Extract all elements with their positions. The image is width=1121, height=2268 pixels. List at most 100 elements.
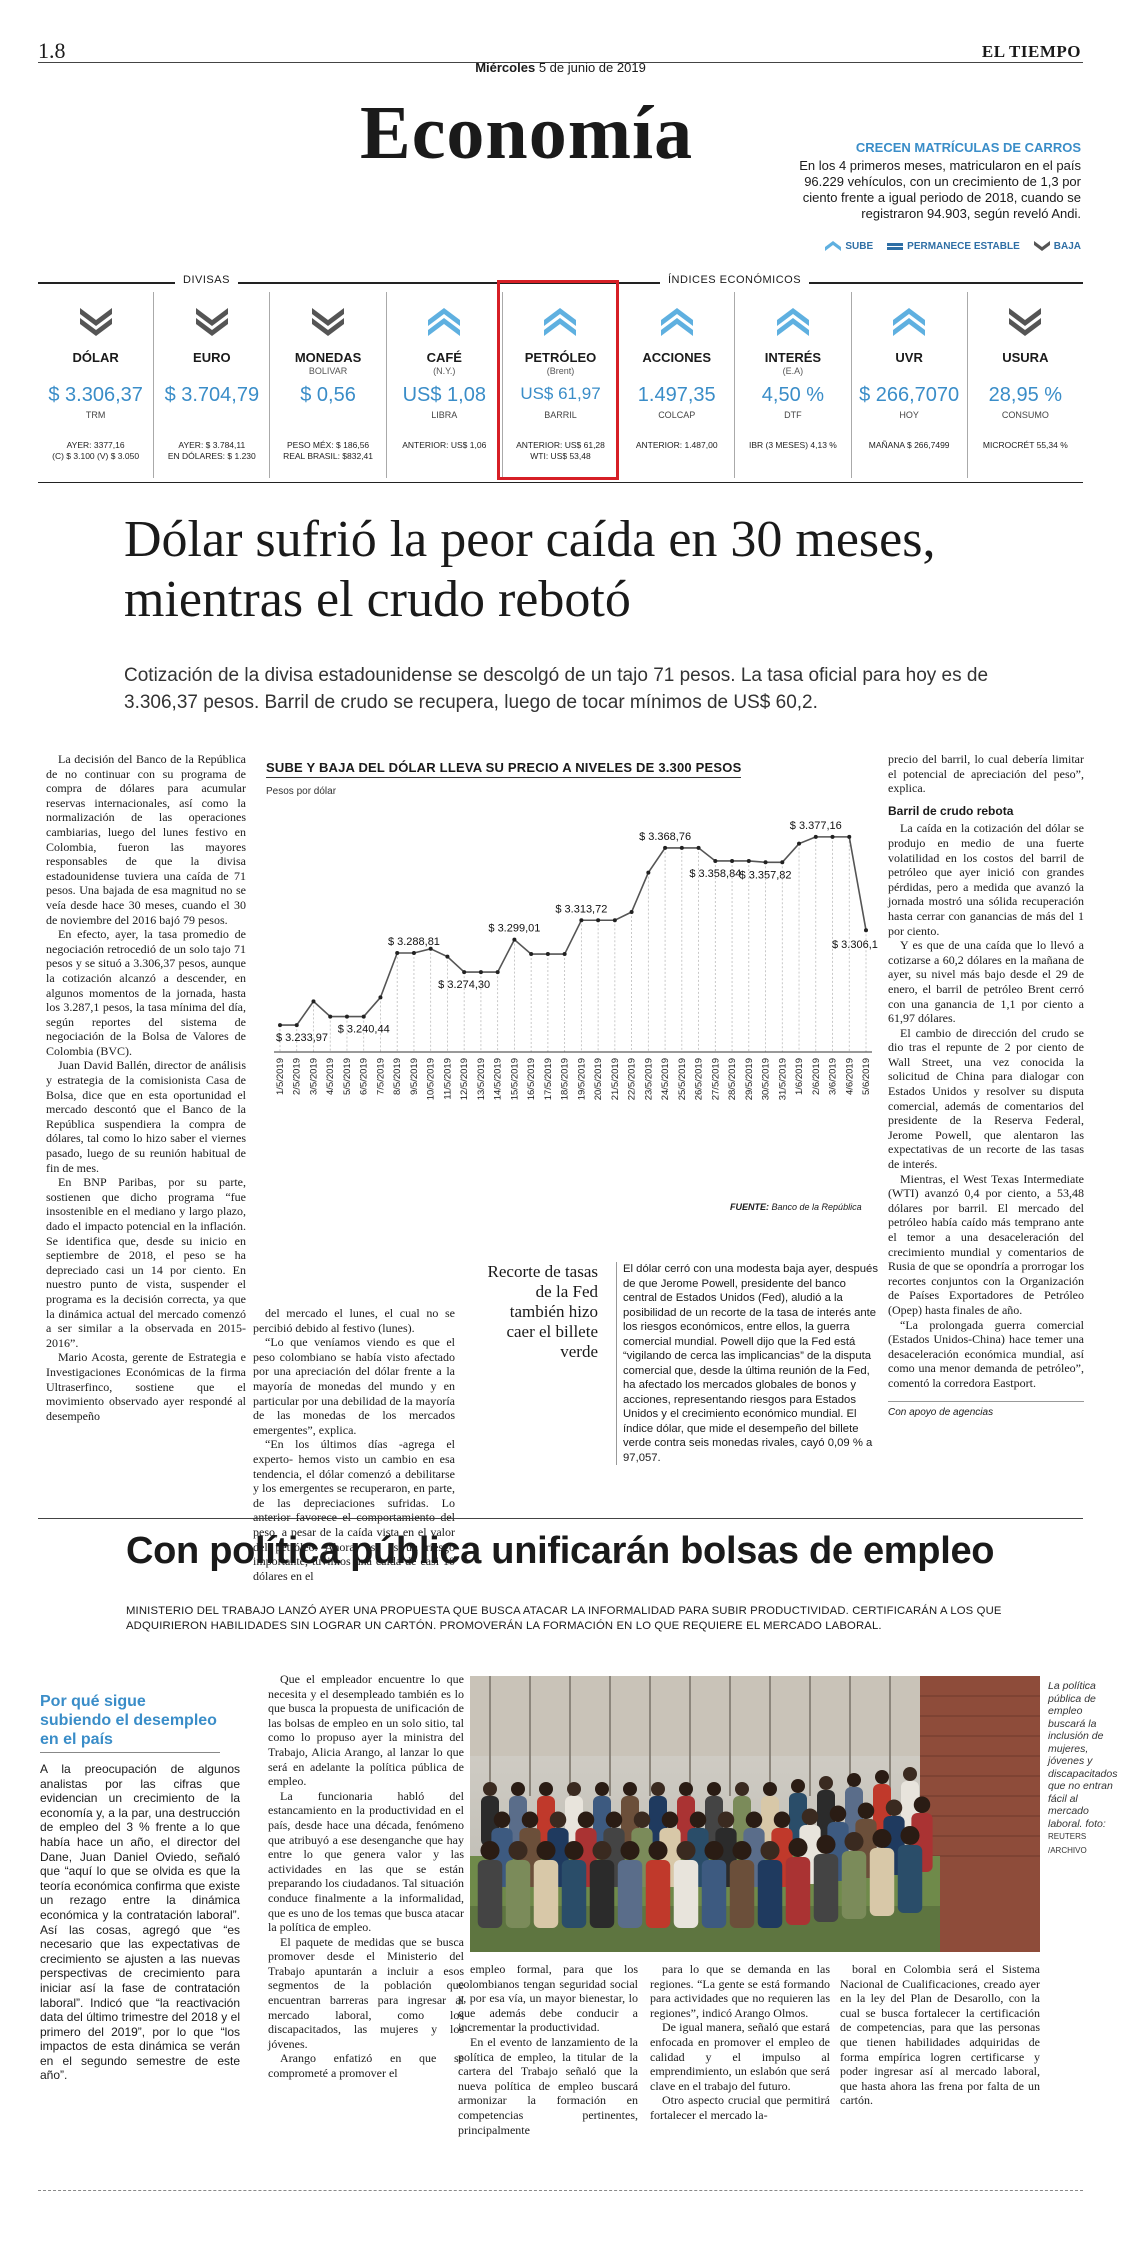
indicator-name: USURA <box>1002 350 1049 365</box>
paragraph: La funcionaria habló del estancamiento e… <box>268 1788 464 1935</box>
chart-tick-label: 12/5/2019 <box>459 1058 470 1100</box>
indicator-foot: PESO MÉX: $ 186,56 REAL BRASIL: $832,41 <box>283 440 374 461</box>
chart-tick-label: 15/5/2019 <box>509 1058 520 1100</box>
chart-data-label: $ 3.368,76 <box>639 831 691 843</box>
indicator-foot: AYER: $ 3.784,11 EN DÓLARES: $ 1.230 <box>167 440 256 461</box>
person-head <box>707 1782 721 1796</box>
person-head <box>819 1776 833 1790</box>
chart-tick-label: 23/5/2019 <box>643 1058 654 1100</box>
chart-point <box>780 860 785 865</box>
agency-credit: Con apoyo de agencias <box>888 1400 1084 1421</box>
indicator-value: 4,50 % <box>761 384 825 406</box>
paragraph: Mario Acosta, gerente de Estrategia e In… <box>46 1350 246 1423</box>
person-head <box>620 1840 640 1860</box>
paragraph: La caída en la cotización del dólar se p… <box>888 821 1084 938</box>
up-arrow-icon <box>825 241 842 251</box>
chart-tick-label: 28/5/2019 <box>727 1058 738 1100</box>
chart-point <box>294 1023 299 1028</box>
chart-point <box>462 970 467 975</box>
person-head <box>648 1840 668 1860</box>
person-figure <box>645 1860 671 1928</box>
second-kicker: MINISTERIO DEL TRABAJO LANZÓ AYER UNA PR… <box>126 1605 1002 1632</box>
person-figure <box>785 1857 811 1925</box>
story1-column-right: precio del barril, lo cual debería limit… <box>888 752 1084 1420</box>
legend-up: SUBE <box>825 240 873 252</box>
person-head <box>732 1840 752 1860</box>
paragraph: “La prolongada guerra comercial (Estados… <box>888 1317 1084 1390</box>
person-head <box>508 1840 528 1860</box>
box-text: A la preocupación de algunos analistas p… <box>40 1762 240 2083</box>
section-title: Economía <box>360 91 694 175</box>
chart-tick-label: 30/5/2019 <box>761 1058 772 1100</box>
chart-point <box>562 952 567 957</box>
person-head <box>801 1808 819 1825</box>
indicator-foot: MICROCRÉT 55,34 % <box>982 440 1068 450</box>
photo-credit: REUTERS /ARCHIVO <box>1048 1832 1087 1855</box>
chart-point <box>696 845 701 850</box>
chart-point <box>344 1014 349 1019</box>
date-day: Miércoles <box>475 60 536 75</box>
indicator-foot: ANTERIOR: US$ 1,06 <box>402 440 487 450</box>
up-arrow-icon <box>544 308 577 336</box>
page-number: 1.8 <box>38 38 66 63</box>
trend-legend: SUBE PERMANECE ESTABLE BAJA <box>825 240 1081 252</box>
subheading-barril: Barril de crudo rebota <box>888 803 1014 818</box>
indicator-sub: (E.A) <box>782 366 804 376</box>
chart-data-label: $ 3.274,30 <box>438 979 490 991</box>
person-head <box>605 1811 623 1828</box>
person-head <box>745 1811 763 1828</box>
chart-point <box>763 860 768 865</box>
person-head <box>913 1796 931 1813</box>
box-rule <box>40 1752 220 1753</box>
indicator-4: PETRÓLEO (Brent) US$ 61,97 BARRIL ANTERIOR: … <box>503 292 620 478</box>
story-divider <box>38 1518 1083 1519</box>
chart-tick-label: 21/5/2019 <box>610 1058 621 1100</box>
paragraph: La decisión del Banco de la República de… <box>46 752 246 927</box>
chart-tick-label: 8/5/2019 <box>392 1058 403 1095</box>
person-head <box>760 1840 780 1860</box>
date-text: 5 de junio de 2019 <box>538 60 646 75</box>
indicator-foot: AYER: 3377,16 (C) $ 3.100 (V) $ 3.050 <box>52 440 140 461</box>
person-head <box>633 1811 651 1828</box>
indicator-name: CAFÉ <box>426 350 462 365</box>
chart-point <box>596 918 601 923</box>
box-title: Por qué sigue subiendo el desempleo en e… <box>40 1693 217 1748</box>
chart-point <box>579 918 584 923</box>
indicator-2: MONEDAS BOLIVAR $ 0,56 PESO MÉX: $ 186,56 RE… <box>270 292 387 478</box>
chart-tick-label: 4/6/2019 <box>844 1058 855 1095</box>
chart-tick-label: 9/5/2019 <box>409 1058 420 1095</box>
chart-tick-label: 18/5/2019 <box>560 1058 571 1100</box>
paragraph: boral en Colombia será el Sistema Nacion… <box>840 1962 1040 2108</box>
person-head <box>704 1840 724 1860</box>
photo-job-seekers <box>470 1676 1040 1952</box>
person-head <box>480 1840 500 1860</box>
story2-column-4: boral en Colombia será el Sistema Nacion… <box>840 1962 1040 2108</box>
paragraph: En efecto, ayer, la tasa promedio de neg… <box>46 927 246 1058</box>
person-head <box>816 1834 836 1854</box>
dollar-line-chart: $ 3.233,97 $ 3.240,44 $ 3.288,81 $ 3.274,30… <box>274 820 878 1100</box>
indicator-sub: (Brent) <box>546 366 575 376</box>
indicators-bar: DÓLAR $ 3.306,37 TRM AYER: 3377,16 (C) $ 3.1… <box>38 292 1083 478</box>
bottom-rule <box>38 2190 1083 2191</box>
chart-point <box>361 1014 366 1019</box>
chart-point <box>847 834 852 839</box>
person-head <box>773 1811 791 1828</box>
person-head <box>577 1811 595 1828</box>
main-headline: Dólar sufrió la peor caída en 30 meses, … <box>124 511 936 628</box>
indicator-unit: DTF <box>784 410 802 420</box>
chart-point <box>679 845 684 850</box>
person-head <box>847 1773 861 1787</box>
main-subhead: Cotización de la divisa estadounidense s… <box>124 665 989 713</box>
chart-tick-label: 19/5/2019 <box>576 1058 587 1100</box>
person-head <box>651 1782 665 1796</box>
chart-tick-label: 29/5/2019 <box>744 1058 755 1100</box>
person-head <box>676 1840 696 1860</box>
chart-data-label: $ 3.357,82 <box>740 869 792 881</box>
indicator-value: 1.497,35 <box>637 384 716 406</box>
photo-caption: La política pública de empleo buscará la… <box>1048 1680 1118 1855</box>
chart-tick-label: 5/6/2019 <box>861 1058 872 1095</box>
person-head <box>549 1811 567 1828</box>
indicator-name: UVR <box>895 350 923 365</box>
indicator-3: CAFÉ (N.Y.) US$ 1,08 LIBRA ANTERIOR: US$ 1,0… <box>387 292 503 478</box>
chart-tick-label: 2/5/2019 <box>292 1058 303 1095</box>
